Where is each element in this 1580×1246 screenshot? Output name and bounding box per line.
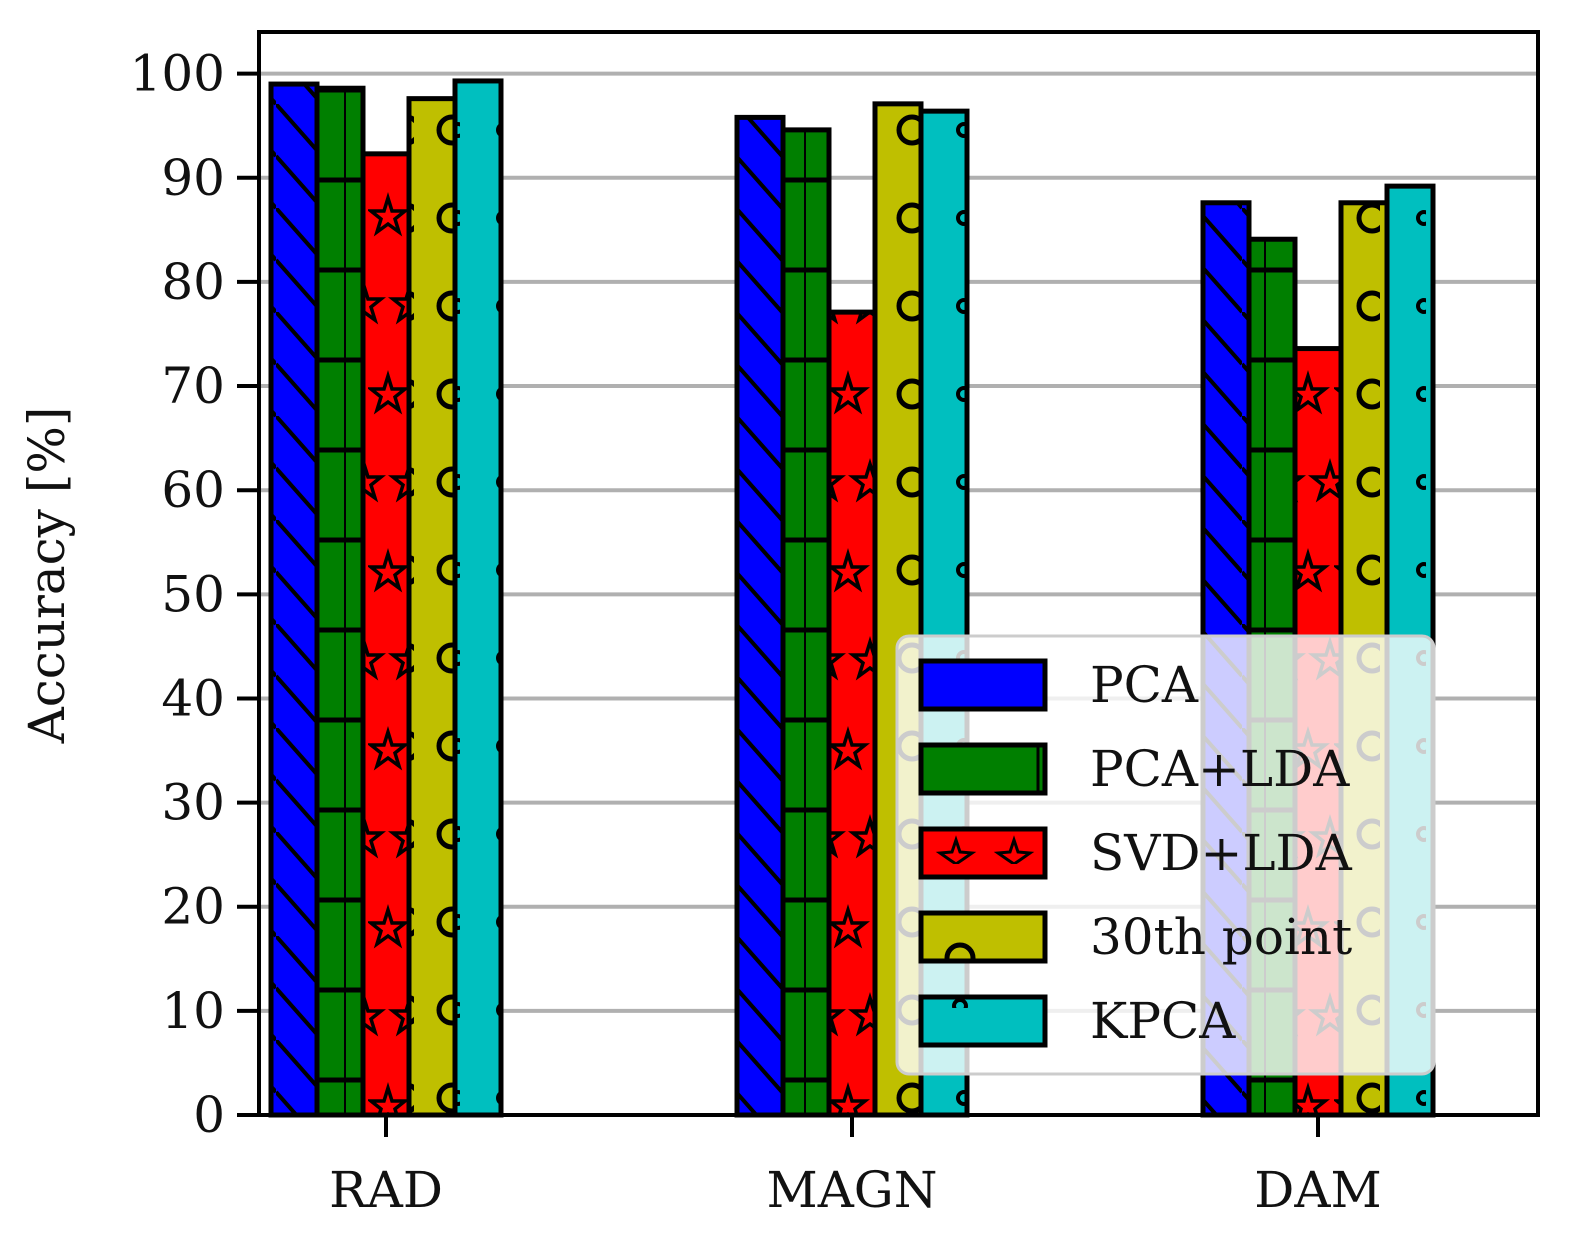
legend-swatch-kpca xyxy=(918,994,1048,1048)
legend-swatch-30th-point xyxy=(918,910,1048,964)
y-axis-title: Accuracy [%] xyxy=(18,407,76,745)
legend-swatch-pca xyxy=(918,658,1048,712)
legend-label: PCA+LDA xyxy=(1090,740,1350,798)
legend-label: KPCA xyxy=(1090,992,1236,1050)
plot-frame xyxy=(257,30,1540,1117)
y-tick-label: 80 xyxy=(161,253,225,311)
y-tick-label: 20 xyxy=(161,878,225,936)
bar-pca-lda-magn xyxy=(780,127,832,1118)
x-tick-label: DAM xyxy=(1254,1161,1381,1219)
bar-pca-rad xyxy=(268,81,320,1118)
bar-pca-magn xyxy=(734,114,786,1118)
legend-swatch-svd-lda xyxy=(918,826,1048,880)
legend-label: PCA xyxy=(1090,656,1199,714)
bar-pca-lda-rad xyxy=(314,85,366,1118)
y-tick-label: 40 xyxy=(161,669,225,727)
bar-svd-lda-magn xyxy=(826,309,878,1118)
y-tick-label: 50 xyxy=(161,565,225,623)
legend-label: SVD+LDA xyxy=(1090,824,1353,882)
legend-swatch-pca-lda xyxy=(918,742,1048,796)
x-tick-label: RAD xyxy=(329,1161,443,1219)
y-tick-label: 100 xyxy=(130,45,225,103)
y-tick-label: 10 xyxy=(161,982,225,1040)
bar-svd-lda-rad xyxy=(360,151,412,1118)
y-tick-label: 70 xyxy=(161,357,225,415)
y-tick-label: 0 xyxy=(193,1086,225,1144)
legend-label: 30th point xyxy=(1090,908,1352,966)
y-tick-label: 90 xyxy=(161,149,225,207)
y-tick-label: 30 xyxy=(161,774,225,832)
y-tick-label: 60 xyxy=(161,461,225,519)
axis-ticks: 0 10 20 30 40 50 60 70 80 90 100 RAD MAGN DAM xyxy=(130,45,1382,1219)
legend: PCA PCA+LDA SVD+LDA 30th point KPCA xyxy=(895,634,1436,1076)
bar-30th-point-rad xyxy=(406,96,458,1118)
bar-kpca-rad xyxy=(452,78,504,1118)
x-tick-label: MAGN xyxy=(767,1161,938,1219)
